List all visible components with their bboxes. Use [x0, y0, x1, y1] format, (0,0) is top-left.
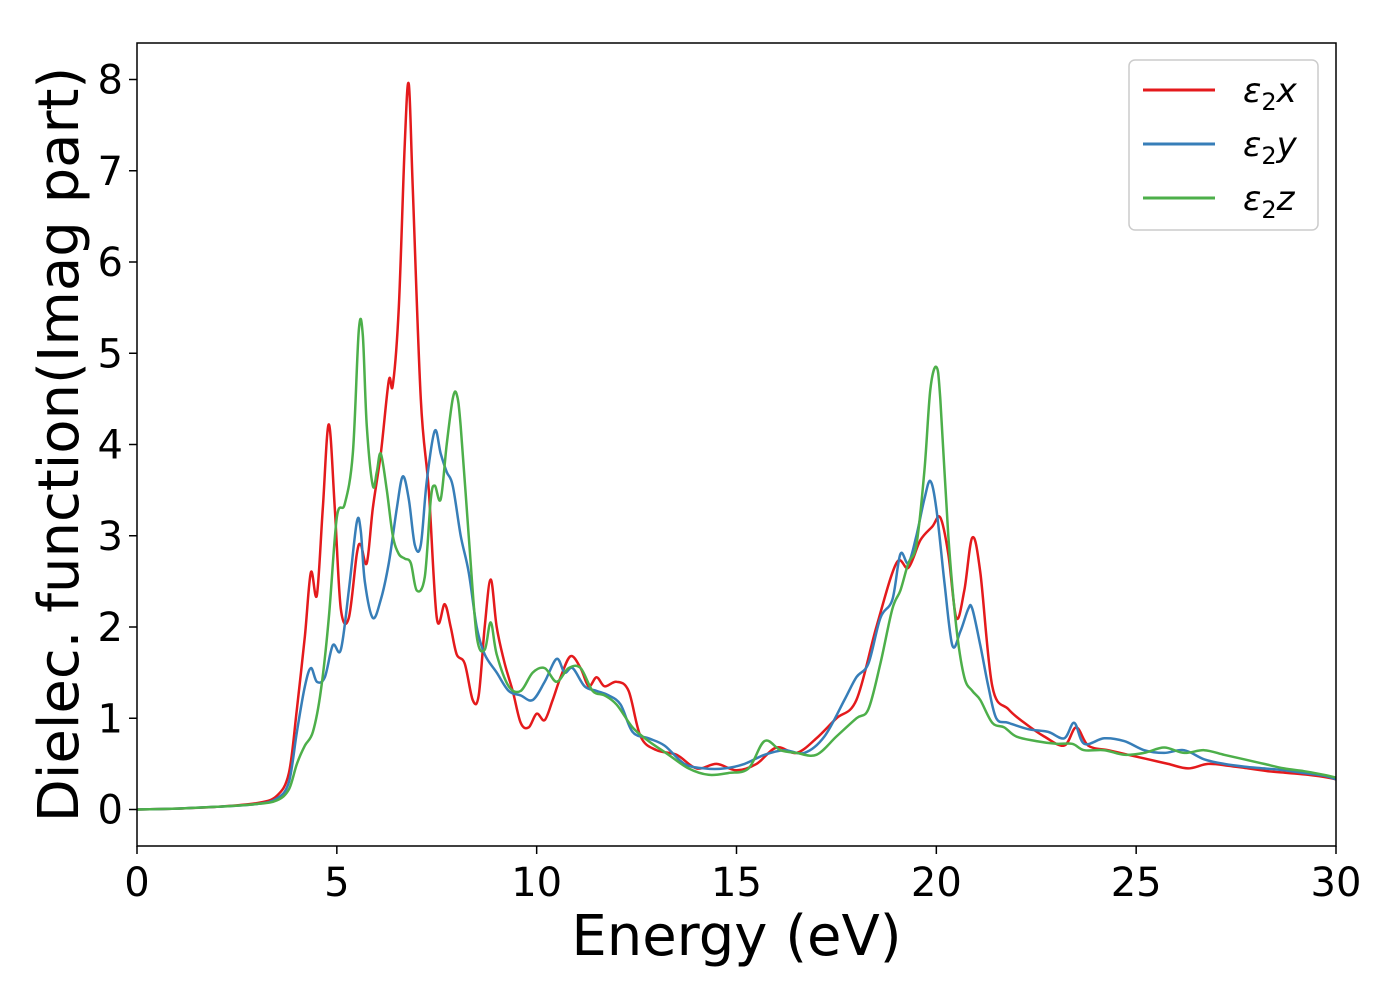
- x-axis: 0 5 10 15 20 25 30: [124, 846, 1361, 906]
- legend-label-y: ε2y: [1243, 125, 1298, 170]
- y-tick-label: 0: [98, 788, 123, 834]
- x-tick-label: 30: [1311, 860, 1362, 906]
- legend: ε2x ε2y ε2z: [1128, 59, 1319, 231]
- series-line-z: [137, 317, 1336, 811]
- legend-box: [1128, 59, 1319, 231]
- y-tick-label: 8: [98, 58, 123, 104]
- y-tick-label: 1: [98, 696, 123, 742]
- series-line-y: [137, 428, 1336, 811]
- legend-label-x: ε2x: [1243, 71, 1298, 116]
- x-tick-label: 0: [124, 860, 149, 906]
- y-tick-label: 7: [98, 149, 123, 195]
- x-tick-label: 5: [324, 860, 349, 906]
- y-tick-label: 2: [98, 605, 123, 651]
- y-tick-label: 3: [98, 514, 123, 560]
- x-tick-label: 10: [511, 860, 562, 906]
- y-axis: 0 1 2 3 4 5 6 7 8: [98, 58, 137, 834]
- y-tick-label: 4: [98, 423, 123, 469]
- plot-area: [137, 81, 1336, 811]
- y-tick-label: 6: [98, 240, 123, 286]
- x-tick-label: 15: [711, 860, 762, 906]
- x-tick-label: 25: [1111, 860, 1162, 906]
- x-axis-title: Energy (eV): [571, 904, 901, 969]
- legend-label-z: ε2z: [1243, 179, 1296, 224]
- y-tick-label: 5: [98, 331, 123, 377]
- y-axis-title: Dielec. function(Imag part): [27, 67, 92, 823]
- x-tick-label: 20: [911, 860, 962, 906]
